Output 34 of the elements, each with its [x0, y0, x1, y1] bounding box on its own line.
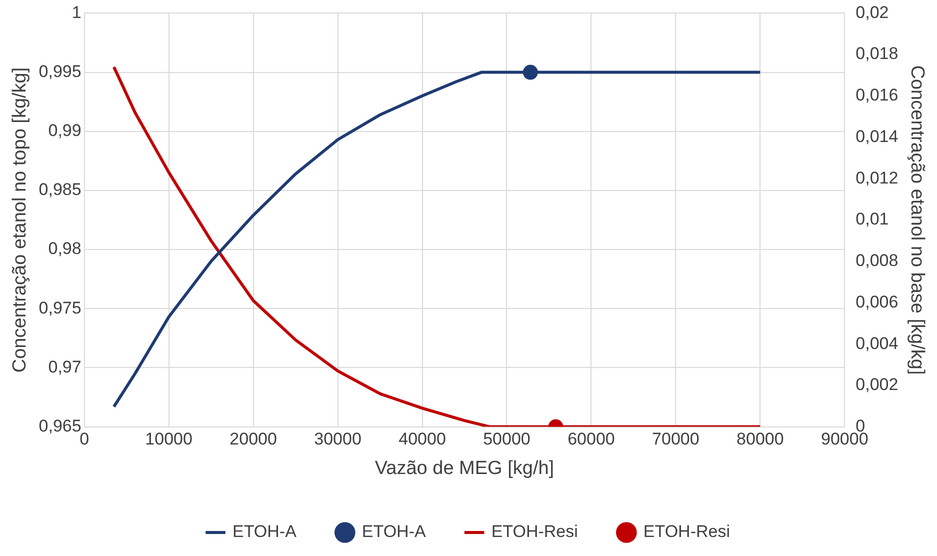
- x-tick-label: 60000: [568, 430, 615, 449]
- y2-tick-label: 0,01: [856, 210, 889, 229]
- y-tick-label: 0,99: [48, 121, 82, 140]
- y-tick-label: 0,975: [38, 298, 82, 318]
- y2-tick-label: 0,002: [856, 375, 898, 394]
- y-axis-title: Concentração etanol no topo [kg/kg]: [10, 67, 31, 373]
- x-tick-label: 50000: [483, 430, 530, 449]
- legend-label: ETOH-A: [362, 522, 426, 542]
- x-tick-label: 40000: [398, 430, 446, 449]
- x-tick-label: 30000: [314, 430, 362, 449]
- y2-tick-label: 0,012: [856, 168, 898, 188]
- y2-tick-label: 0,02: [856, 2, 889, 22]
- y-tick-label: 0,995: [38, 62, 82, 81]
- x-tick-label: 70000: [652, 430, 700, 449]
- y2-tick-label: 0,004: [856, 334, 898, 353]
- y-tick-label: 0,985: [38, 180, 82, 200]
- y2-tick-label: 0,014: [856, 126, 898, 146]
- legend-label: ETOH-Resi: [643, 522, 730, 542]
- y2-tick-label: 0,006: [856, 292, 898, 312]
- y2-tick-label: 0,016: [856, 86, 898, 105]
- legend-label: ETOH-Resi: [491, 522, 578, 542]
- y2-tick-label: 0,008: [856, 251, 898, 270]
- x-tick-label: 0: [80, 430, 90, 449]
- legend-label: ETOH-A: [232, 522, 298, 542]
- y-tick-label: 0,98: [48, 239, 82, 258]
- y2-tick-label: 0,018: [856, 44, 898, 64]
- x-tick-label: 10000: [145, 430, 192, 449]
- y-tick-label: 0,97: [48, 357, 82, 376]
- y-tick-label: 1: [72, 2, 82, 22]
- x-tick-label: 20000: [230, 430, 277, 449]
- x-axis-title: Vazão de MEG [kg/h]: [374, 458, 554, 479]
- y-tick-label: 0,965: [38, 416, 82, 436]
- y2-axis-title: Concentração etanol no base [kg/kg]: [906, 65, 928, 375]
- x-tick-label: 80000: [736, 430, 784, 449]
